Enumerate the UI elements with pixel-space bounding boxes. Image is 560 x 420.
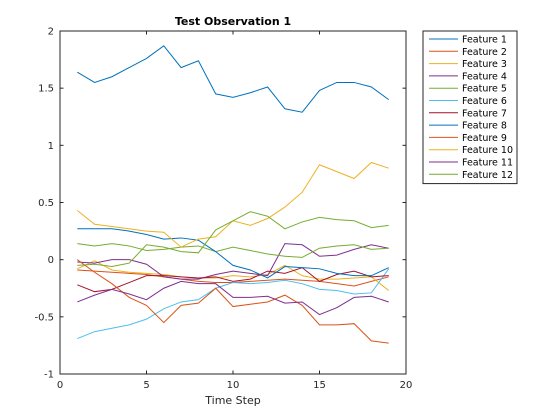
legend-label-7: Feature 7: [462, 108, 507, 119]
y-tick-label: -0.5: [34, 312, 54, 323]
y-tick-label: 0.5: [38, 198, 54, 209]
legend-label-11: Feature 11: [462, 158, 513, 169]
y-tick-label: 0: [48, 255, 54, 266]
legend-box: [422, 30, 518, 185]
x-tick-label: 5: [143, 380, 149, 391]
legend-label-6: Feature 6: [462, 96, 507, 107]
legend-label-9: Feature 9: [462, 133, 507, 144]
plot-area: [60, 31, 406, 374]
legend-label-2: Feature 2: [462, 47, 507, 58]
x-tick-label: 20: [400, 380, 413, 391]
x-tick-label: 0: [57, 380, 63, 391]
y-tick-label: 1.5: [38, 84, 54, 95]
x-tick-label: 15: [313, 380, 326, 391]
series-line-8: [77, 228, 389, 279]
series-line-4: [77, 243, 389, 280]
chart-title: Test Observation 1: [175, 15, 291, 28]
legend-label-8: Feature 8: [462, 121, 507, 132]
x-tick-label: 10: [227, 380, 240, 391]
legend-label-1: Feature 1: [462, 35, 507, 46]
series-line-12: [77, 211, 389, 268]
series-line-5: [77, 243, 389, 258]
series-line-7: [77, 267, 389, 293]
x-axis-label: Time Step: [204, 394, 260, 407]
series-line-1: [77, 45, 389, 113]
y-tick-label: 2: [48, 27, 54, 38]
legend-label-5: Feature 5: [462, 84, 507, 95]
series-line-9: [77, 259, 389, 344]
axes: 0 5 10 15 20 -1 -0.5 0 0.5 1 1.5 2: [34, 27, 412, 392]
legend-label-10: Feature 10: [462, 145, 513, 156]
series-line-11: [77, 280, 389, 316]
y-tick-label: 1: [48, 141, 54, 152]
y-tick-label: -1: [44, 370, 54, 381]
legend-label-12: Feature 12: [462, 170, 513, 181]
series-line-6: [77, 268, 390, 340]
legend-label-4: Feature 4: [462, 71, 507, 82]
legend-label-3: Feature 3: [462, 59, 507, 70]
series-lines: [76, 45, 390, 344]
series-line-3: [77, 260, 390, 291]
